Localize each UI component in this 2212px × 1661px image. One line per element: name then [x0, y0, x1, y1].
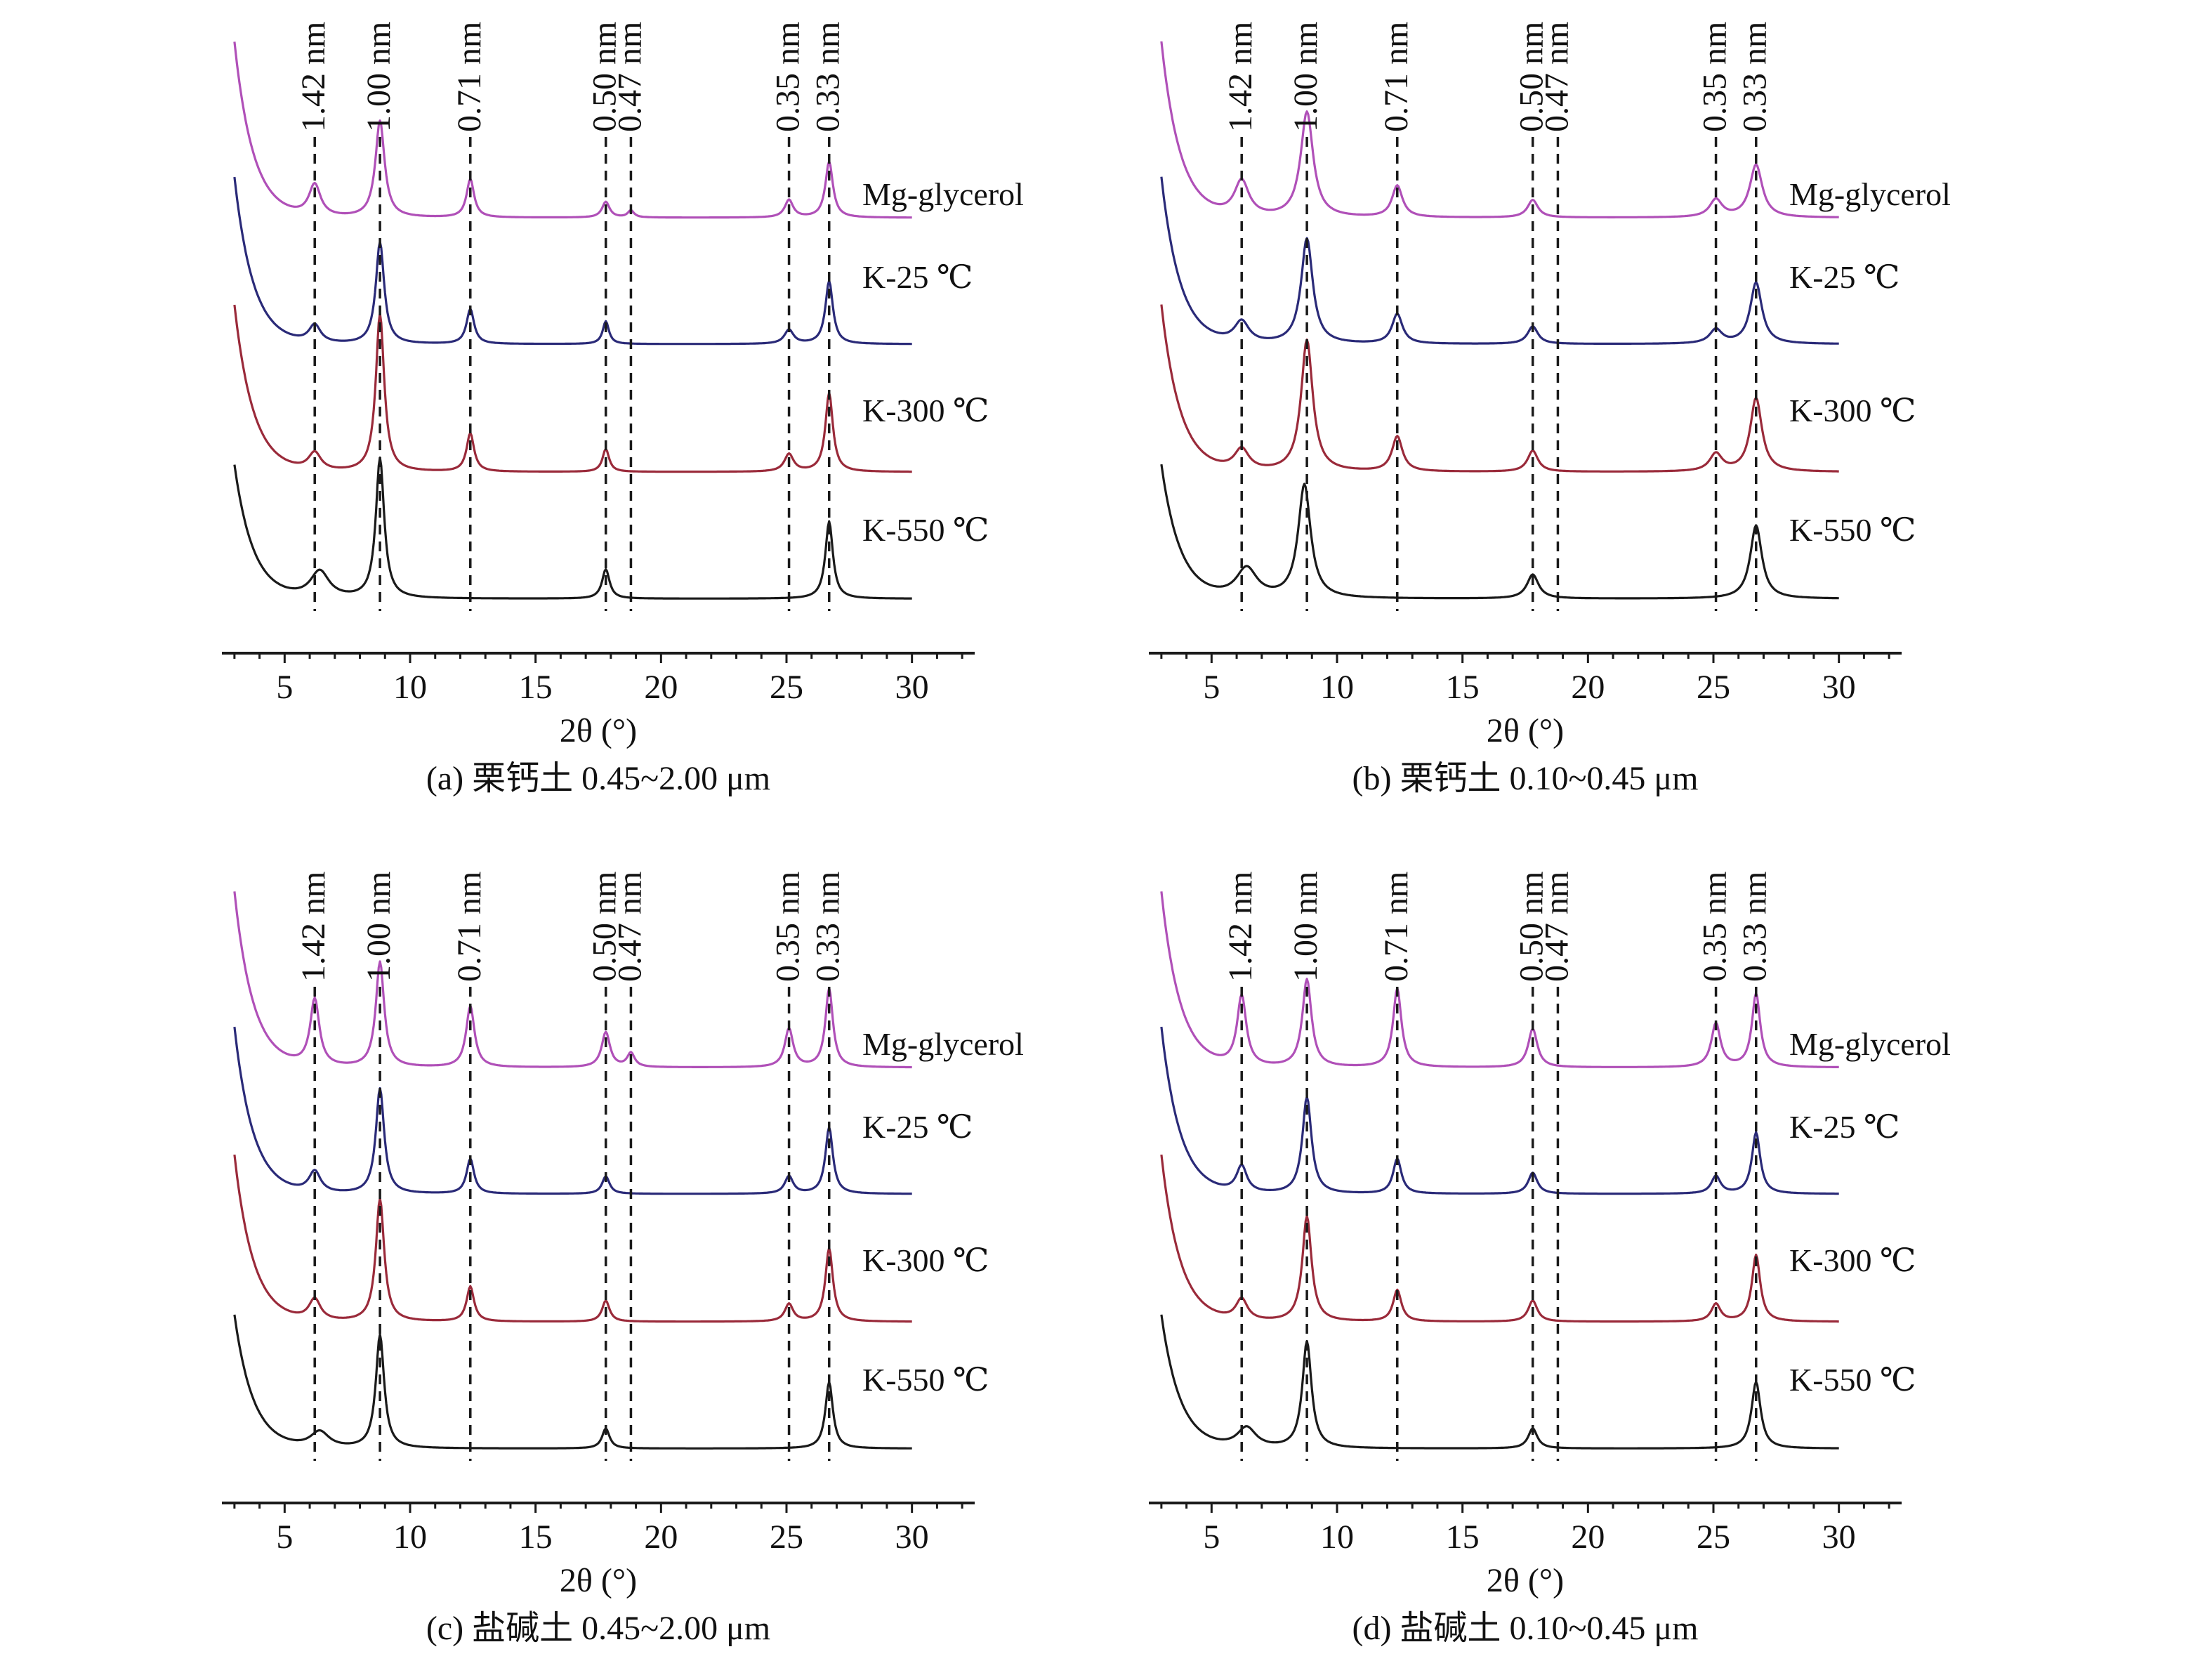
series-label-mg-glycerol: Mg-glycerol: [862, 176, 1024, 212]
peak-label-0-33-nm: 0.33 nm: [1737, 872, 1774, 982]
panel-b: Mg-glycerol K-25 ℃ K-300 ℃ K-550 ℃ 1.42 nm 1.…: [1149, 22, 1951, 797]
x-tick-label-25: 25: [770, 1518, 803, 1556]
peak-label-0-50-nm: 0.50 nm: [1513, 872, 1551, 982]
x-tick-label-15: 15: [1446, 669, 1480, 706]
x-tick-label-20: 20: [644, 669, 678, 706]
peak-label-0-71-nm: 0.71 nm: [1378, 22, 1415, 132]
x-axis-title: 2θ (°): [560, 712, 637, 749]
series-label-k-300: K-300 ℃: [1789, 1242, 1916, 1278]
series-line-k-300: [1160, 1154, 1839, 1323]
series-label-mg-glycerol: Mg-glycerol: [1789, 176, 1951, 212]
peak-label-0-33-nm: 0.33 nm: [810, 872, 847, 982]
peak-label-1-00-nm: 1.00 nm: [1287, 22, 1324, 132]
x-tick-label-5: 5: [1203, 669, 1220, 706]
x-tick-label-5: 5: [276, 669, 293, 706]
x-tick-label-30: 30: [895, 1518, 929, 1556]
panel-a: Mg-glycerol K-25 ℃ K-300 ℃ K-550 ℃ 1.42 nm 1.…: [222, 22, 1024, 797]
peak-label-1-42-nm: 1.42 nm: [295, 22, 332, 132]
series-line-k-550: [233, 457, 912, 600]
peak-label-0-35-nm: 0.35 nm: [770, 22, 807, 132]
peak-label-0-35-nm: 0.35 nm: [770, 872, 807, 982]
peak-label-0-47-nm: 0.47 nm: [611, 22, 648, 132]
peak-label-0-50-nm: 0.50 nm: [586, 22, 624, 132]
series-label-k-550: K-550 ℃: [862, 1362, 989, 1398]
series-line-mg-glycerol: [233, 891, 912, 1069]
x-tick-label-20: 20: [644, 1518, 678, 1556]
x-tick-label-15: 15: [1446, 1518, 1480, 1556]
series-label-k-550: K-550 ℃: [862, 512, 989, 548]
series-label-mg-glycerol: Mg-glycerol: [862, 1026, 1024, 1062]
series-label-k-25: K-25 ℃: [1789, 1109, 1900, 1145]
peak-label-0-47-nm: 0.47 nm: [611, 872, 648, 982]
peak-label-0-47-nm: 0.47 nm: [1538, 22, 1575, 132]
peak-label-0-47-nm: 0.47 nm: [1538, 872, 1575, 982]
x-axis-title: 2θ (°): [1487, 712, 1564, 749]
panel-d: Mg-glycerol K-25 ℃ K-300 ℃ K-550 ℃ 1.42 nm 1.…: [1149, 872, 1951, 1647]
x-axis-title: 2θ (°): [1487, 1562, 1564, 1599]
series-line-k-25: [1160, 1026, 1839, 1195]
panel-caption-a: (a) 栗钙土 0.45~2.00 μm: [426, 760, 770, 797]
series-label-k-25: K-25 ℃: [862, 1109, 973, 1145]
x-tick-label-30: 30: [1822, 1518, 1856, 1556]
x-tick-label-25: 25: [1697, 669, 1730, 706]
peak-label-0-33-nm: 0.33 nm: [810, 22, 847, 132]
panel-caption-d: (d) 盐碱土 0.10~0.45 μm: [1352, 1610, 1698, 1647]
series-line-k-550: [1160, 464, 1839, 600]
peak-label-1-00-nm: 1.00 nm: [360, 22, 397, 132]
x-tick-label-10: 10: [393, 1518, 427, 1556]
panel-caption-c: (c) 盐碱土 0.45~2.00 μm: [426, 1610, 770, 1647]
x-tick-label-10: 10: [1320, 669, 1354, 706]
series-label-k-25: K-25 ℃: [862, 259, 973, 295]
x-tick-label-30: 30: [1822, 669, 1856, 706]
series-line-k-550: [233, 1314, 912, 1450]
peak-label-0-33-nm: 0.33 nm: [1737, 22, 1774, 132]
peak-label-1-42-nm: 1.42 nm: [1222, 872, 1259, 982]
x-tick-label-30: 30: [895, 669, 929, 706]
peak-label-1-00-nm: 1.00 nm: [360, 872, 397, 982]
peak-label-1-00-nm: 1.00 nm: [1287, 872, 1324, 982]
series-label-k-300: K-300 ℃: [862, 393, 989, 428]
series-label-k-550: K-550 ℃: [1789, 1362, 1916, 1398]
series-line-k-300: [233, 304, 912, 473]
series-line-k-25: [233, 1026, 912, 1195]
series-label-k-300: K-300 ℃: [1789, 393, 1916, 428]
series-line-k-25: [1160, 176, 1839, 345]
series-line-k-300: [233, 1154, 912, 1323]
peak-label-0-50-nm: 0.50 nm: [586, 872, 624, 982]
x-tick-label-15: 15: [519, 669, 553, 706]
series-line-mg-glycerol: [1160, 891, 1839, 1068]
series-label-k-550: K-550 ℃: [1789, 512, 1916, 548]
series-line-k-550: [1160, 1314, 1839, 1450]
series-label-mg-glycerol: Mg-glycerol: [1789, 1026, 1951, 1062]
series-line-mg-glycerol: [233, 41, 912, 219]
peak-label-0-71-nm: 0.71 nm: [1378, 872, 1415, 982]
x-tick-label-5: 5: [1203, 1518, 1220, 1556]
series-line-mg-glycerol: [1160, 41, 1839, 218]
series-line-k-25: [233, 176, 912, 346]
x-tick-label-25: 25: [770, 669, 803, 706]
x-tick-label-25: 25: [1697, 1518, 1730, 1556]
x-tick-label-10: 10: [393, 669, 427, 706]
peak-label-0-50-nm: 0.50 nm: [1513, 22, 1551, 132]
x-tick-label-20: 20: [1571, 669, 1605, 706]
peak-label-0-71-nm: 0.71 nm: [451, 872, 488, 982]
x-tick-label-5: 5: [276, 1518, 293, 1556]
panel-caption-b: (b) 栗钙土 0.10~0.45 μm: [1352, 760, 1698, 797]
peak-label-0-35-nm: 0.35 nm: [1697, 872, 1734, 982]
x-tick-label-15: 15: [519, 1518, 553, 1556]
peak-label-0-71-nm: 0.71 nm: [451, 22, 488, 132]
x-tick-label-10: 10: [1320, 1518, 1354, 1556]
panel-c: Mg-glycerol K-25 ℃ K-300 ℃ K-550 ℃ 1.42 nm 1.…: [222, 872, 1024, 1647]
series-label-k-25: K-25 ℃: [1789, 259, 1900, 295]
x-tick-label-20: 20: [1571, 1518, 1605, 1556]
x-axis-title: 2θ (°): [560, 1562, 637, 1599]
series-line-k-300: [1160, 304, 1839, 473]
series-label-k-300: K-300 ℃: [862, 1242, 989, 1278]
peak-label-0-35-nm: 0.35 nm: [1697, 22, 1734, 132]
peak-label-1-42-nm: 1.42 nm: [295, 872, 332, 982]
peak-label-1-42-nm: 1.42 nm: [1222, 22, 1259, 132]
